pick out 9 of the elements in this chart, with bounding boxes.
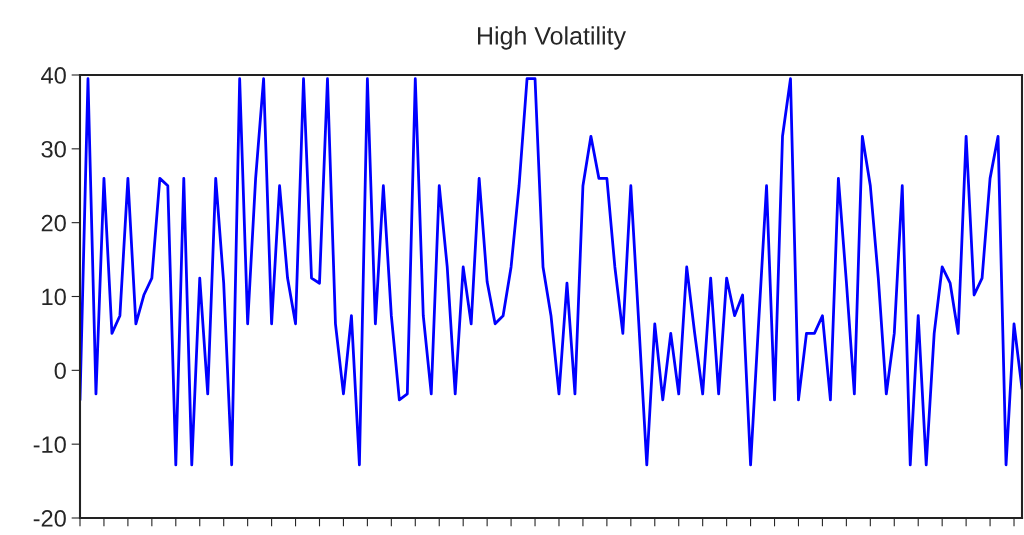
y-tick-label: 10: [42, 288, 66, 306]
line-series: [80, 77, 1022, 467]
y-tick-label: -20: [33, 510, 66, 527]
y-tick-label: 40: [41, 67, 66, 84]
y-tick-label: -10: [33, 436, 66, 453]
chart-title: High Volatility: [478, 26, 626, 50]
y-tick-label: 30: [41, 140, 66, 158]
y-tick-label: 20: [41, 214, 66, 232]
y-tick-label: 0: [54, 362, 66, 380]
